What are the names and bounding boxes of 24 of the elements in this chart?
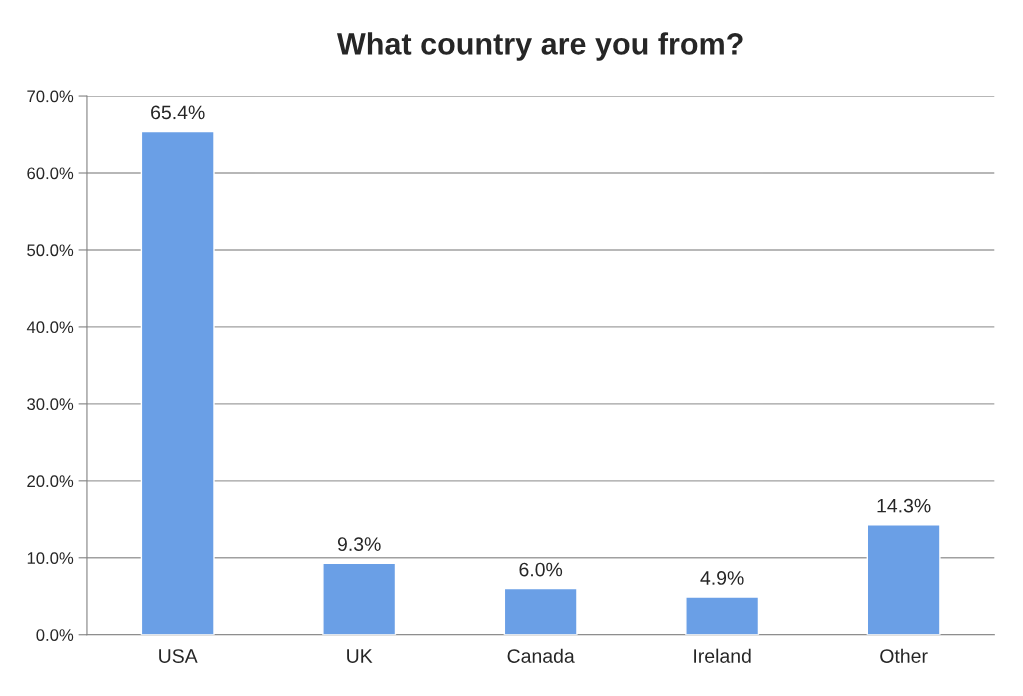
data-label: 14.3% <box>877 498 931 513</box>
data-label: 6.0% <box>519 562 563 577</box>
data-label: 9.3% <box>337 537 381 551</box>
x-tick-label: Canada <box>507 648 575 663</box>
x-tick-label: Other <box>880 648 928 663</box>
bar <box>866 524 941 635</box>
bar <box>503 587 578 635</box>
y-tick-label: 60.0% <box>27 167 74 180</box>
x-tick-label: UK <box>347 649 373 663</box>
x-tick-label: USA <box>159 649 198 663</box>
data-label: 4.9% <box>700 571 744 585</box>
x-tick-label: Ireland <box>694 648 751 663</box>
y-tick-label: 0.0% <box>36 629 74 641</box>
bar <box>685 596 760 635</box>
y-tick-label: 30.0% <box>27 398 74 411</box>
bar <box>140 130 215 635</box>
y-tick-label: 70.0% <box>27 90 74 103</box>
y-tick-label: 50.0% <box>27 244 74 257</box>
data-label: 65.4% <box>151 105 205 120</box>
y-tick-label: 40.0% <box>26 321 74 334</box>
y-tick-label: 20.0% <box>27 475 74 488</box>
y-tick-label: 10.0% <box>27 552 74 564</box>
bar <box>322 562 397 635</box>
chart-title: What country are you from? <box>336 32 743 61</box>
